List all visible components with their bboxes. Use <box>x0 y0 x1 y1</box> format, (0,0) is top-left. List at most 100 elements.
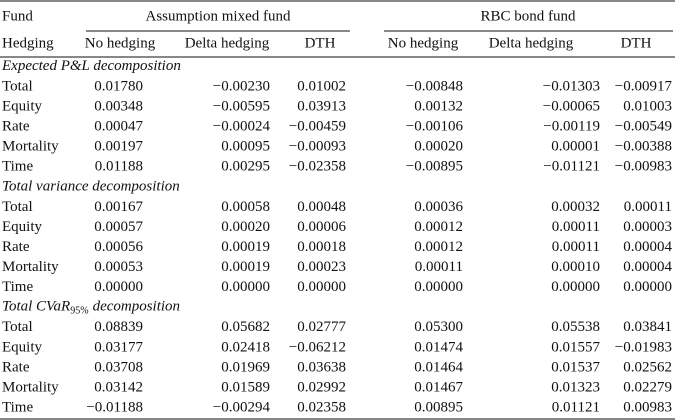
cell: 0.00019 <box>221 239 270 255</box>
section-title: Total CVaR95% decomposition <box>2 299 180 317</box>
cell: 0.03841 <box>623 319 672 335</box>
section-title: Total variance decomposition <box>2 179 180 195</box>
cell: 0.00032 <box>551 199 600 215</box>
cell: 0.01121 <box>552 399 600 415</box>
cell: 0.01557 <box>551 339 600 355</box>
cell: 0.02418 <box>221 339 270 355</box>
cell: 0.02562 <box>623 359 672 375</box>
cell: 0.05300 <box>414 319 463 335</box>
section-title-text: Total variance decomposition <box>2 179 180 195</box>
cell: −0.00848 <box>406 78 463 94</box>
cell: 0.05538 <box>551 319 600 335</box>
cell: 0.08839 <box>94 319 143 335</box>
cell: 0.00011 <box>624 199 672 215</box>
row-label: Mortality <box>2 379 59 395</box>
cell: 0.00000 <box>414 279 463 295</box>
cell: 0.00348 <box>94 99 143 115</box>
cell: 0.00895 <box>414 399 463 415</box>
cell: −0.06212 <box>289 339 346 355</box>
row-label: Rate <box>2 359 30 375</box>
cell: 0.00095 <box>221 139 270 155</box>
cell: 0.02279 <box>623 379 672 395</box>
cell: 0.01188 <box>95 159 143 175</box>
cell: 0.00018 <box>297 239 346 255</box>
cell: 0.00003 <box>623 219 672 235</box>
cell: 0.00011 <box>552 239 600 255</box>
section-title-subscript: 95% <box>70 306 88 317</box>
cell: 0.00048 <box>297 199 346 215</box>
row-label: Mortality <box>2 139 59 155</box>
cell: 0.01589 <box>221 379 270 395</box>
section-title-end: decomposition <box>93 299 181 315</box>
cell: 0.05682 <box>221 319 270 335</box>
cell: 0.00053 <box>94 259 143 275</box>
cell: 0.01003 <box>623 99 672 115</box>
row-label: Mortality <box>2 259 59 275</box>
cell: 0.00020 <box>221 219 270 235</box>
cell: 0.00047 <box>94 119 143 135</box>
cell: 0.00001 <box>551 139 600 155</box>
cell: −0.00388 <box>615 139 672 155</box>
cell: 0.00036 <box>414 199 463 215</box>
cell: 0.00167 <box>94 199 143 215</box>
column-header: Delta hedging <box>185 35 270 51</box>
cell: 0.02358 <box>297 399 346 415</box>
section-title: Expected P&L decomposition <box>1 58 181 74</box>
cell: −0.00983 <box>615 159 672 175</box>
cell: −0.01188 <box>86 399 143 415</box>
cell: 0.00000 <box>297 279 346 295</box>
cell: −0.01121 <box>543 159 600 175</box>
cell: 0.03142 <box>94 379 143 395</box>
section-title-text: Expected P&L decomposition <box>1 58 181 74</box>
cell: −0.00895 <box>406 159 463 175</box>
cell: −0.00459 <box>289 119 346 135</box>
row-label: Equity <box>2 339 42 355</box>
cell: −0.00230 <box>213 78 270 94</box>
cell: 0.00197 <box>94 139 143 155</box>
cell: 0.00000 <box>623 279 672 295</box>
cell: 0.01323 <box>551 379 600 395</box>
cell: −0.00294 <box>213 399 271 415</box>
cell: 0.00004 <box>623 259 672 275</box>
cell: 0.00983 <box>623 399 672 415</box>
cell: 0.00000 <box>221 279 270 295</box>
cell: 0.01780 <box>94 78 143 94</box>
row-label: Rate <box>2 119 30 135</box>
cell: −0.00119 <box>543 119 600 135</box>
cell: −0.00093 <box>289 139 346 155</box>
row-label: Total <box>2 199 33 215</box>
row-label: Time <box>2 159 33 175</box>
cell: −0.00024 <box>213 119 271 135</box>
cell: 0.00004 <box>623 239 672 255</box>
cell: 0.02777 <box>297 319 346 335</box>
cell: 0.00058 <box>221 199 270 215</box>
row-label: Equity <box>2 99 42 115</box>
row-label: Time <box>2 279 33 295</box>
cell: −0.00106 <box>406 119 464 135</box>
cell: −0.01983 <box>615 339 672 355</box>
cell: −0.00065 <box>543 99 600 115</box>
cell: 0.00295 <box>221 159 270 175</box>
cell: 0.03708 <box>94 359 143 375</box>
row-label: Equity <box>2 219 42 235</box>
cell: 0.01467 <box>414 379 463 395</box>
cell: −0.01303 <box>543 78 600 94</box>
row-label: Total <box>2 78 33 94</box>
cell: 0.01464 <box>414 359 463 375</box>
cell: 0.00023 <box>297 259 346 275</box>
cell: 0.00011 <box>552 219 600 235</box>
cell: −0.02358 <box>289 159 346 175</box>
cell: 0.00056 <box>94 239 143 255</box>
cell: 0.00020 <box>414 139 463 155</box>
cell: 0.01537 <box>551 359 600 375</box>
cell: 0.00000 <box>94 279 143 295</box>
cell: 0.01969 <box>221 359 270 375</box>
cell: 0.00057 <box>94 219 143 235</box>
cell: 0.00012 <box>414 239 463 255</box>
row-label: Total <box>2 319 33 335</box>
cell: 0.00132 <box>414 99 463 115</box>
column-header: Delta hedging <box>489 35 574 51</box>
column-header: No hedging <box>388 35 459 51</box>
section-title-text: Total CVaR <box>2 299 70 315</box>
